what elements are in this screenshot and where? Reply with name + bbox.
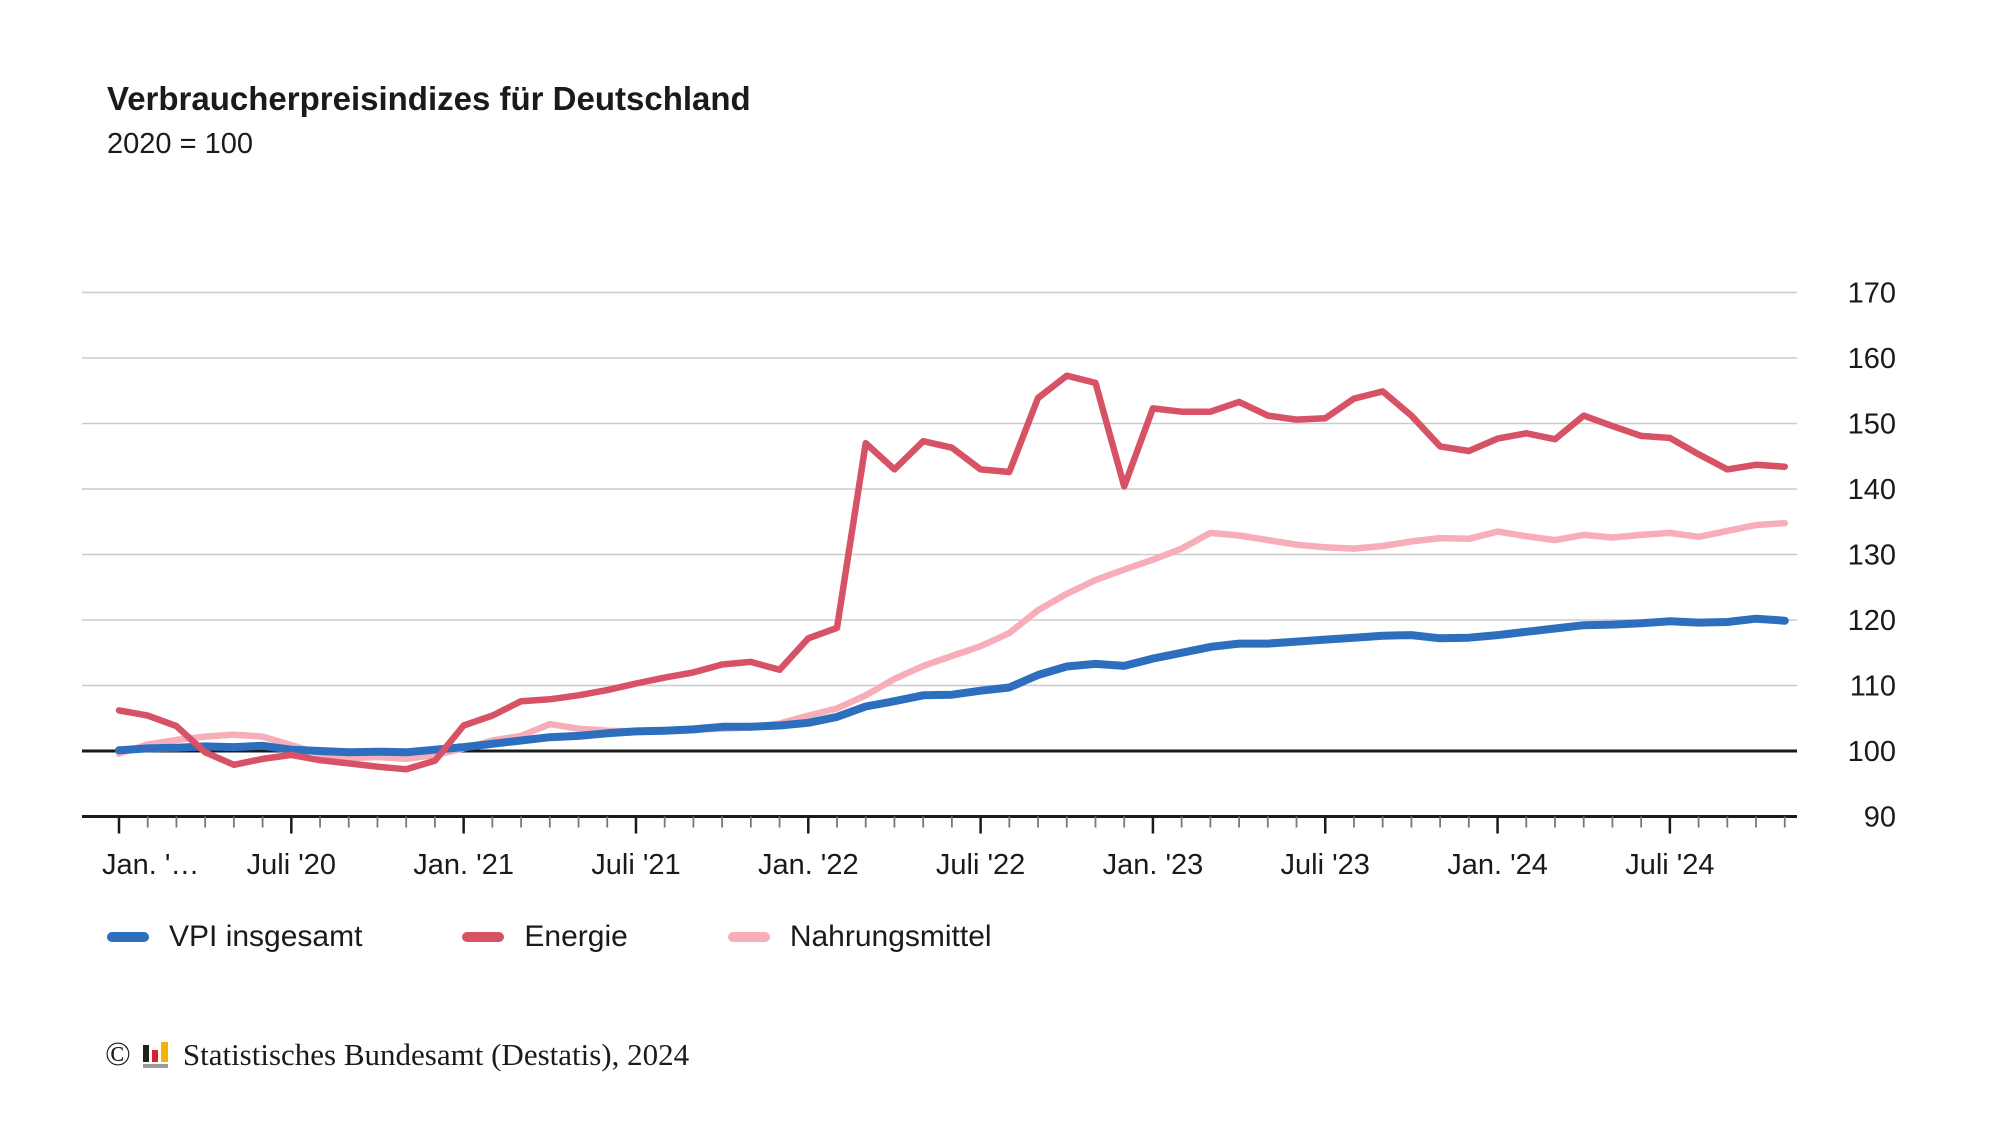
- source-text: Statistisches Bundesamt (Destatis), 2024: [182, 1037, 690, 1072]
- y-axis-label-130: 130: [1848, 540, 1896, 572]
- x-axis-label-8: Jan. '24: [1447, 849, 1548, 881]
- legend-label-vpi-insgesamt: VPI insgesamt: [169, 920, 363, 953]
- y-axis-label-170: 170: [1848, 278, 1896, 310]
- source-line: © Statistisches Bundesamt (Destatis), 20…: [105, 1037, 689, 1073]
- series-line-energie[interactable]: [115, 372, 1789, 773]
- y-axis-label-120: 120: [1848, 605, 1896, 637]
- legend-label-energie: Energie: [524, 920, 628, 953]
- y-axis-label-100: 100: [1848, 736, 1896, 768]
- y-axis-label-110: 110: [1850, 671, 1896, 703]
- series-line-nahrungsmittel[interactable]: [115, 519, 1789, 763]
- y-axis-label-150: 150: [1848, 409, 1896, 441]
- x-axis-label-9: Juli '24: [1625, 849, 1714, 881]
- energie-swatch: [462, 932, 505, 942]
- legend: VPI insgesamt Energie Nahrungsmittel: [107, 920, 992, 954]
- x-axis-label-7: Juli '23: [1281, 849, 1370, 881]
- nahrungsmittel-swatch: [727, 932, 770, 942]
- chart-subtitle: 2020 = 100: [107, 128, 253, 160]
- x-axis-label-4: Jan. '22: [758, 849, 859, 881]
- x-axis-label-6: Jan. '23: [1103, 849, 1204, 881]
- vpi-insgesamt-swatch: [107, 932, 149, 942]
- x-axis-label-1: Juli '20: [247, 849, 336, 881]
- legend-item-energie[interactable]: Energie: [462, 920, 628, 954]
- x-axis-label-3: Juli '21: [591, 849, 680, 881]
- series-line-vpi-insgesamt[interactable]: [115, 614, 1789, 757]
- x-axis-label-0: Jan. '…: [102, 849, 199, 881]
- legend-item-nahrungsmittel[interactable]: Nahrungsmittel: [727, 920, 992, 954]
- y-axis-label-160: 160: [1848, 343, 1896, 375]
- y-axis-label-140: 140: [1848, 474, 1896, 506]
- y-axis-label-90: 90: [1864, 802, 1896, 834]
- legend-item-vpi-insgesamt[interactable]: VPI insgesamt: [107, 920, 362, 954]
- destatis-logo-icon: [142, 1042, 168, 1068]
- x-axis-label-5: Juli '22: [936, 849, 1025, 881]
- x-axis-label-2: Jan. '21: [413, 849, 514, 881]
- legend-label-nahrungsmittel: Nahrungsmittel: [789, 920, 992, 953]
- page-title: Verbraucherpreisindizes für Deutschland: [107, 80, 751, 117]
- copyright-symbol: ©: [105, 1036, 131, 1073]
